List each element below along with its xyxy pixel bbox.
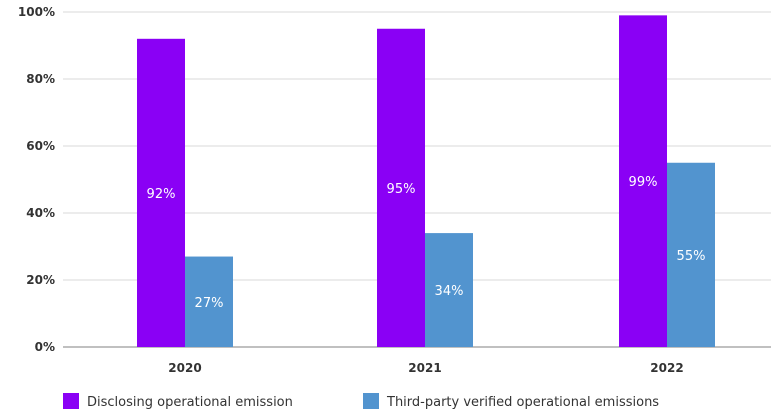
legend-swatch [63, 393, 79, 409]
data-label: 92% [147, 187, 176, 202]
data-label: 34% [435, 284, 464, 299]
x-tick-label: 2021 [408, 361, 441, 375]
bar-disclosing-2022 [619, 15, 667, 347]
x-axis: 2020 2021 2022 [168, 361, 683, 375]
x-tick-label: 2022 [650, 361, 683, 375]
y-tick-label: 100% [18, 5, 55, 19]
bar-disclosing-2021 [377, 28, 425, 347]
legend-label: Third-party verified operational emissio… [386, 395, 659, 410]
bar-verified-2022 [667, 162, 715, 347]
y-tick-label: 40% [26, 206, 55, 220]
legend-label: Disclosing operational emission [87, 395, 293, 410]
legend-swatch [363, 393, 379, 409]
y-tick-label: 80% [26, 72, 55, 86]
bar-verified-2021 [425, 233, 473, 347]
bar-disclosing-2020 [137, 38, 185, 348]
data-label: 27% [195, 296, 224, 311]
bar-verified-2020 [185, 256, 233, 347]
y-tick-label: 20% [26, 273, 55, 287]
y-tick-label: 60% [26, 139, 55, 153]
y-tick-label: 0% [35, 340, 55, 354]
y-axis-ticks: 0% 20% 40% 60% 80% 100% [18, 5, 55, 354]
data-label: 99% [629, 175, 658, 190]
bars [137, 15, 715, 348]
data-labels: 92% 27% 95% 34% 99% 55% [147, 175, 706, 311]
legend: Disclosing operational emission Third-par… [63, 393, 659, 410]
data-label: 55% [677, 249, 706, 264]
data-label: 95% [387, 182, 416, 197]
x-tick-label: 2020 [168, 361, 201, 375]
